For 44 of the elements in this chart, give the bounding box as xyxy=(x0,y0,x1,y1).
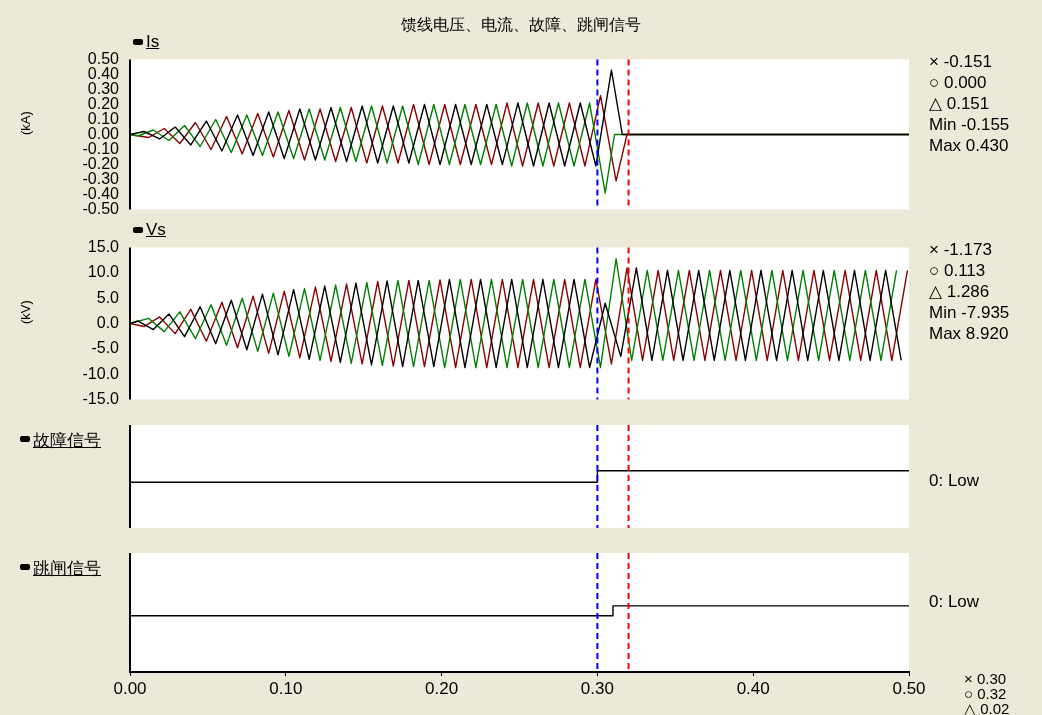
y-tick-label: 0.10 xyxy=(87,109,120,127)
y-tick-label: -5.0 xyxy=(91,339,120,357)
text: ○ 0.32 xyxy=(964,685,1007,702)
text: 0: Low xyxy=(929,470,980,490)
y-tick-label: -0.20 xyxy=(82,154,120,172)
y-tick-label: -0.10 xyxy=(82,139,120,157)
text: × -1.173 xyxy=(929,240,992,259)
text: × 0.30 xyxy=(964,670,1007,687)
y-tick-label: 15.0 xyxy=(87,238,120,256)
y-tick-label: 0.20 xyxy=(87,94,120,112)
y-tick-label: 0.0 xyxy=(96,313,120,331)
y-axis-title: (kA) xyxy=(18,110,33,135)
text: × -0.151 xyxy=(929,52,992,71)
y-tick-label: -15.0 xyxy=(82,389,120,407)
y-tick-label: 10.0 xyxy=(87,263,120,281)
text: Min -0.155 xyxy=(929,115,1010,134)
y-tick-label: 0.00 xyxy=(87,124,120,142)
y-tick-label: -0.40 xyxy=(82,184,120,202)
y-tick-label: -10.0 xyxy=(82,364,120,382)
text: △ 0.151 xyxy=(929,94,990,113)
x-tick-label: 0.40 xyxy=(736,678,770,698)
chart-subtitle: 跳闸信号 xyxy=(33,558,101,580)
text: ○ 0.000 xyxy=(929,73,987,92)
x-tick-label: 0.20 xyxy=(425,678,459,698)
x-tick-label: 0.30 xyxy=(580,678,614,698)
text: Max 0.430 xyxy=(929,136,1009,155)
chart-subtitle: Vs xyxy=(146,220,166,240)
y-tick-label: 5.0 xyxy=(96,288,120,306)
x-tick-label: 0.00 xyxy=(113,678,147,698)
y-tick-label: -0.50 xyxy=(82,199,120,217)
text: 0: Low xyxy=(929,591,980,611)
text: ○ 0.113 xyxy=(929,261,986,280)
chart-title: 馈线电压、电流、故障、跳闸信号 xyxy=(401,16,641,33)
y-axis-title: (kV) xyxy=(18,299,33,324)
text: Min -7.935 xyxy=(929,303,1010,322)
chart-subtitle: Is xyxy=(146,32,160,52)
chart-subtitle: 故障信号 xyxy=(33,430,101,452)
y-tick-label: 0.30 xyxy=(87,79,120,97)
text: Max 8.920 xyxy=(929,324,1009,343)
text: △ 1.286 xyxy=(929,282,990,301)
x-tick-label: 0.10 xyxy=(269,678,303,698)
y-tick-label: -0.30 xyxy=(82,169,120,187)
text: △ 0.02 xyxy=(964,700,1010,715)
x-tick-label: 0.50 xyxy=(892,678,926,698)
